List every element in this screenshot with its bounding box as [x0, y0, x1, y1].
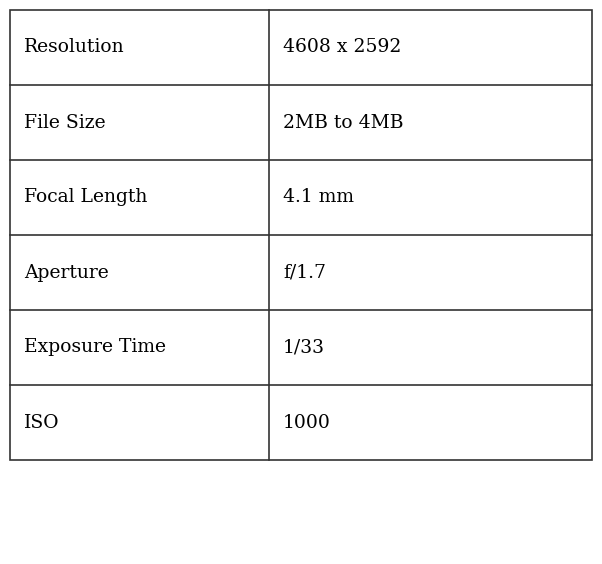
- Text: f/1.7: f/1.7: [283, 263, 326, 281]
- Text: 1000: 1000: [283, 413, 331, 431]
- Text: File Size: File Size: [24, 113, 105, 131]
- Text: 4.1 mm: 4.1 mm: [283, 188, 354, 206]
- Text: Aperture: Aperture: [24, 263, 109, 281]
- Text: Focal Length: Focal Length: [24, 188, 147, 206]
- Bar: [10, 10, 592, 460]
- Text: Exposure Time: Exposure Time: [24, 338, 166, 356]
- Text: 2MB to 4MB: 2MB to 4MB: [283, 113, 403, 131]
- Text: Resolution: Resolution: [24, 38, 125, 56]
- Text: 1/33: 1/33: [283, 338, 325, 356]
- Text: 4608 x 2592: 4608 x 2592: [283, 38, 402, 56]
- Text: ISO: ISO: [24, 413, 60, 431]
